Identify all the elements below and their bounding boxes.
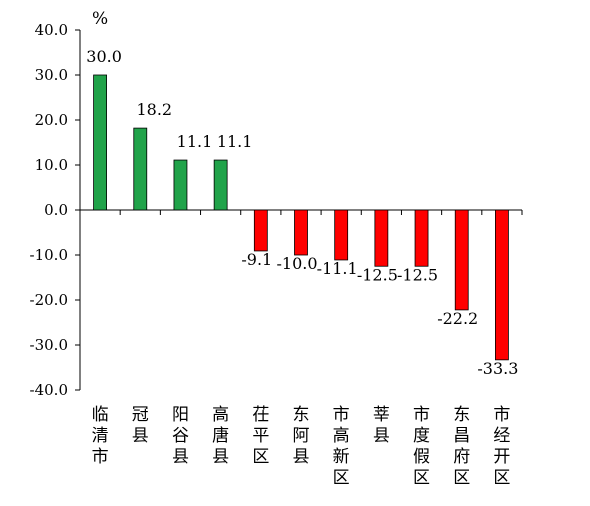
y-tick-label: -40.0 xyxy=(30,381,68,399)
data-label: -12.5 xyxy=(357,265,398,284)
y-tick-label: -10.0 xyxy=(30,246,68,264)
category-label: 临清市 xyxy=(92,405,109,467)
data-label: -10.0 xyxy=(276,254,317,273)
category-label: 莘县 xyxy=(373,405,390,446)
bar xyxy=(133,127,148,211)
y-tick-label: 20.0 xyxy=(35,111,68,129)
y-tick-label: 40.0 xyxy=(35,21,68,39)
y-tick-label: -20.0 xyxy=(30,291,68,309)
bar xyxy=(454,209,469,311)
data-label: -12.5 xyxy=(397,265,438,284)
category-label: 高唐县 xyxy=(212,405,229,467)
category-label: 茌平区 xyxy=(252,405,269,467)
bar xyxy=(334,209,349,261)
bar xyxy=(414,209,429,267)
y-tick-label: 30.0 xyxy=(35,66,68,84)
data-label: 11.1 xyxy=(177,132,213,151)
bar xyxy=(495,209,509,361)
data-label: 30.0 xyxy=(86,47,122,66)
y-tick-label: 0.0 xyxy=(44,201,68,219)
data-label: -11.1 xyxy=(317,259,358,278)
category-label: 市高新区 xyxy=(333,405,350,488)
category-label: 东阿县 xyxy=(293,405,310,467)
category-label: 阳谷县 xyxy=(172,405,189,467)
bar xyxy=(173,159,188,211)
bars xyxy=(93,74,509,361)
data-label: -33.3 xyxy=(477,359,518,378)
category-label: 冠县 xyxy=(132,405,149,446)
unit-label: % xyxy=(92,9,108,29)
data-label: -22.2 xyxy=(437,309,478,328)
bar xyxy=(294,209,308,256)
bar xyxy=(93,74,107,211)
category-labels: 临清市 冠县 阳谷县 高唐县 茌平区 东阿县 市高新区 莘县 市度假区 东昌府区 市经开区 xyxy=(92,405,511,488)
axes: 40.0 30.0 20.0 10.0 0.0 -10.0 -20.0 -30.0 -40.0 xyxy=(30,21,523,399)
bar xyxy=(374,209,389,267)
y-tick-label: 10.0 xyxy=(35,156,68,174)
category-label: 市经开区 xyxy=(493,405,510,488)
bar xyxy=(213,159,228,211)
data-label: 18.2 xyxy=(136,100,172,119)
category-label: 市度假区 xyxy=(413,405,430,488)
data-labels: 30.018.211.1 11.1-9.1 -10.0 -11.1 -12.5 -12.5… xyxy=(86,47,518,378)
bar xyxy=(253,209,268,252)
category-label: 东昌府区 xyxy=(453,405,470,488)
y-tick-label: -30.0 xyxy=(30,336,68,354)
data-label: 11.1 xyxy=(217,132,253,151)
data-label: -9.1 xyxy=(241,250,272,269)
